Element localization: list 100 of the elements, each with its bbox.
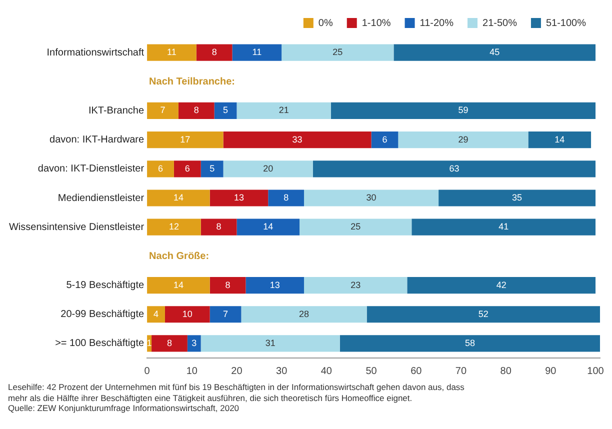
bar <box>200 218 237 236</box>
bar <box>282 44 394 61</box>
bar <box>438 190 596 206</box>
data-label: 14 <box>263 222 274 232</box>
x-tick-label: 40 <box>320 366 332 377</box>
data-label: 42 <box>496 280 506 290</box>
bar <box>366 306 600 323</box>
data-label: 6 <box>382 134 388 144</box>
data-label: 7 <box>223 308 228 319</box>
annotation: Nach Größe: <box>149 250 210 262</box>
legend-label: 51-100% <box>546 18 586 29</box>
data-label: 29 <box>458 134 468 144</box>
bar <box>147 102 178 120</box>
bar <box>210 276 246 294</box>
data-label: 11 <box>167 47 176 58</box>
data-label: 4 <box>154 308 159 319</box>
source-note: Quelle: ZEW Konjunkturumfrage Informationswirtschaft, 2020 <box>8 403 240 414</box>
data-label: 10 <box>182 308 192 319</box>
bar <box>178 102 214 120</box>
data-label: 8 <box>225 280 230 290</box>
bar <box>528 132 592 148</box>
data-label: 59 <box>458 105 468 116</box>
bar <box>196 44 232 61</box>
data-label: 17 <box>180 134 190 144</box>
data-label: 31 <box>265 338 276 348</box>
y-tick-label: davon: IKT-Dienstleister <box>38 164 145 175</box>
bar <box>147 132 224 148</box>
data-label: 52 <box>478 308 488 319</box>
data-label: 14 <box>554 134 565 144</box>
x-tick-label: 100 <box>587 366 604 377</box>
y-tick-label: Mediendienstleister <box>58 192 145 204</box>
bar <box>210 306 242 323</box>
bar <box>246 276 304 294</box>
data-label: 25 <box>350 222 361 232</box>
legend-label: 21-50% <box>482 18 518 29</box>
data-label: 6 <box>184 163 190 174</box>
data-label: 14 <box>173 192 184 202</box>
data-label: 45 <box>490 47 500 58</box>
bar <box>312 160 596 178</box>
y-tick-label: 20-99 Beschäftigte <box>60 309 144 320</box>
bar <box>147 218 201 236</box>
data-label: 1 <box>146 338 152 348</box>
bar <box>340 335 600 352</box>
bar <box>147 306 165 323</box>
data-label: 8 <box>194 105 199 116</box>
data-label: 11 <box>252 47 262 58</box>
bar <box>164 306 210 323</box>
data-label: 6 <box>158 163 164 174</box>
data-label: 8 <box>212 47 217 58</box>
legend-label: 1-10% <box>362 18 391 29</box>
bar <box>200 160 224 178</box>
bar <box>223 160 313 178</box>
data-label: 8 <box>166 338 172 348</box>
bar <box>200 335 340 352</box>
data-label: 33 <box>292 134 302 144</box>
x-tick-label: 10 <box>186 366 198 377</box>
legend-label: 11-20% <box>420 18 454 29</box>
bar <box>300 218 412 236</box>
y-tick-label: Wissensintensive Dienstleister <box>8 222 145 233</box>
bar <box>371 132 398 148</box>
bar <box>236 102 331 120</box>
y-tick-label: >= 100 Beschäftigte <box>55 338 144 350</box>
bar <box>187 335 201 352</box>
data-label: 14 <box>173 280 184 290</box>
bar <box>304 276 408 294</box>
bar <box>147 44 196 61</box>
y-tick-label: 5-19 Beschäftigte <box>66 280 144 292</box>
bar <box>152 335 188 352</box>
bar <box>330 102 596 120</box>
y-tick-label: Informationswirtschaft <box>46 47 144 58</box>
x-tick-label: 80 <box>500 366 512 377</box>
bar <box>210 190 268 206</box>
bar <box>268 190 304 206</box>
y-tick-label: davon: IKT-Hardware <box>50 134 144 146</box>
data-label: 13 <box>234 192 244 202</box>
annotation: Nach Teilbranche: <box>149 76 235 88</box>
x-tick-label: 30 <box>276 366 288 377</box>
data-label: 28 <box>299 308 310 319</box>
bar <box>394 44 596 61</box>
bar <box>174 160 201 178</box>
bar <box>147 190 210 206</box>
data-label: 23 <box>350 280 361 290</box>
y-tick-label: IKT-Branche <box>88 105 144 116</box>
data-label: 21 <box>278 105 289 116</box>
data-label: 20 <box>263 163 274 174</box>
bar <box>304 190 439 206</box>
data-label: 35 <box>512 192 522 202</box>
bar <box>407 276 596 294</box>
data-label: 8 <box>216 222 222 232</box>
bar <box>241 306 367 323</box>
legend-label: 0% <box>318 18 333 29</box>
data-label: 5 <box>223 105 228 116</box>
data-label: 30 <box>366 192 376 202</box>
bar <box>236 218 300 236</box>
x-tick-label: 0 <box>144 366 150 377</box>
data-label: 63 <box>449 163 460 174</box>
bar <box>214 102 237 120</box>
data-label: 3 <box>192 338 197 348</box>
data-label: 5 <box>210 163 215 174</box>
bar <box>398 132 528 148</box>
